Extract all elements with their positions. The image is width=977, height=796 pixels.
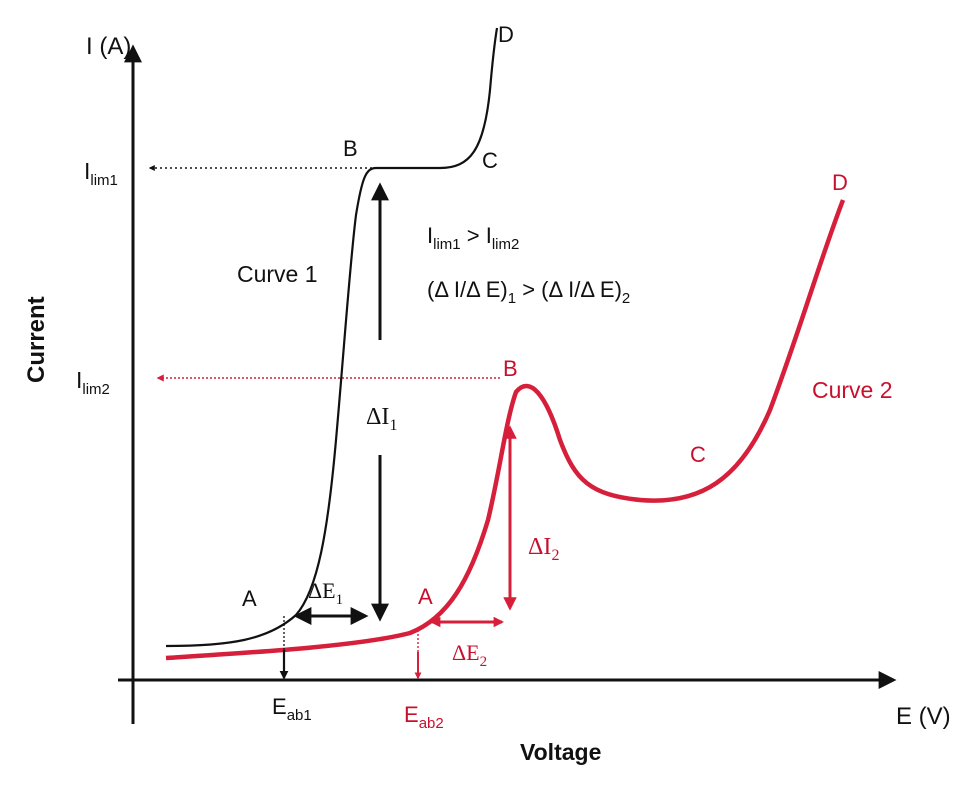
curve1-point-c: C — [482, 148, 498, 173]
delta-i2-label: ΔI2 — [528, 534, 559, 564]
curve1-point-b: B — [343, 136, 358, 161]
y-axis-title: Current — [23, 296, 50, 383]
relation-ilim: Ilim1 > Ilim2 — [427, 223, 519, 253]
delta-i1-label: ΔI1 — [366, 404, 397, 434]
curve1-point-a: A — [242, 586, 257, 611]
curve2-point-a: A — [418, 584, 433, 609]
eab2-label: Eab2 — [404, 702, 444, 732]
delta-e2-label: ΔE2 — [452, 640, 487, 670]
eab1-label: Eab1 — [272, 694, 312, 724]
relation-slope: (Δ I/Δ E)1 > (Δ I/Δ E)2 — [427, 277, 630, 307]
curve2-point-d: D — [832, 170, 848, 195]
ilim1-label: Ilim1 — [84, 158, 118, 189]
curve2-point-c: C — [690, 442, 706, 467]
curve2-name: Curve 2 — [812, 377, 893, 403]
curve2-point-b: B — [503, 356, 518, 381]
curve-1 — [165, 27, 499, 648]
curve1-name: Curve 1 — [237, 261, 318, 287]
x-axis-title: Voltage — [520, 739, 601, 765]
delta-e1-label: ΔE1 — [308, 578, 343, 608]
ilim2-label: Ilim2 — [76, 367, 110, 398]
x-axis-label: E (V) — [896, 703, 951, 730]
curve-2 — [165, 199, 846, 661]
curve1-point-d: D — [498, 22, 514, 47]
y-axis-label: I (A) — [86, 33, 131, 60]
